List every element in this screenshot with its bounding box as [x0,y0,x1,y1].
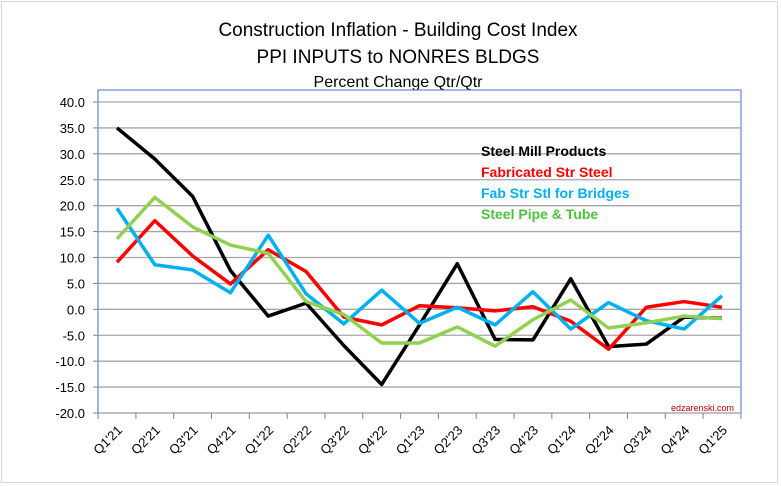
chart-title: Construction Inflation - Building Cost I… [218,20,578,41]
x-tick-label: Q1'23 [393,423,428,458]
x-tick-label: Q4'21 [204,423,239,458]
y-tick-label: 40.0 [60,95,85,110]
series-line [115,218,723,351]
y-tick-label: 5.0 [67,276,85,291]
x-tick-label: Q2'23 [431,423,466,458]
y-axis-label: Percent Change Qtr/Qtr [314,74,484,91]
x-tick-label: Q4'22 [355,423,390,458]
x-tick-label: Q2'21 [128,423,163,458]
y-tick-label: 15.0 [60,225,85,240]
x-tick-label: Q4'24 [657,423,692,458]
y-tick-label: -15.0 [55,380,85,395]
x-tick-label: Q1'25 [695,423,730,458]
x-tick-label: Q3'24 [620,423,655,458]
y-tick-label: 25.0 [60,173,85,188]
x-tick-label: Q2'24 [582,423,617,458]
x-tick-label: Q3'21 [166,423,201,458]
x-tick-label: Q1'24 [544,423,579,458]
legend-entry: Fab Str Stl for Bridges [481,185,630,201]
y-tick-label: 35.0 [60,121,85,136]
y-tick-label: 20.0 [60,199,85,214]
y-tick-label: 0.0 [67,302,85,317]
x-tick-label: Q3'23 [468,423,503,458]
y-tick-label: -5.0 [63,328,85,343]
legend-entry: Steel Mill Products [481,143,606,159]
watermark: edzarenski.com [671,403,734,413]
x-tick-label: Q4'23 [506,423,541,458]
x-tick-label: Q1'21 [90,423,125,458]
x-tick-label: Q2'22 [279,423,314,458]
plot-area [97,89,742,414]
chart-subtitle: PPI INPUTS to NONRES BLDGS [257,47,540,68]
legend-entry: Steel Pipe & Tube [481,206,598,222]
series-line [115,126,723,387]
y-tick-label: -10.0 [55,354,85,369]
x-tick-label: Q3'22 [317,423,352,458]
y-tick-label: 30.0 [60,147,85,162]
x-tick-label: Q1'22 [242,423,277,458]
legend-entry: Fabricated Str Steel [481,164,613,180]
y-tick-label: -20.0 [55,406,85,421]
y-tick-label: 10.0 [60,251,85,266]
